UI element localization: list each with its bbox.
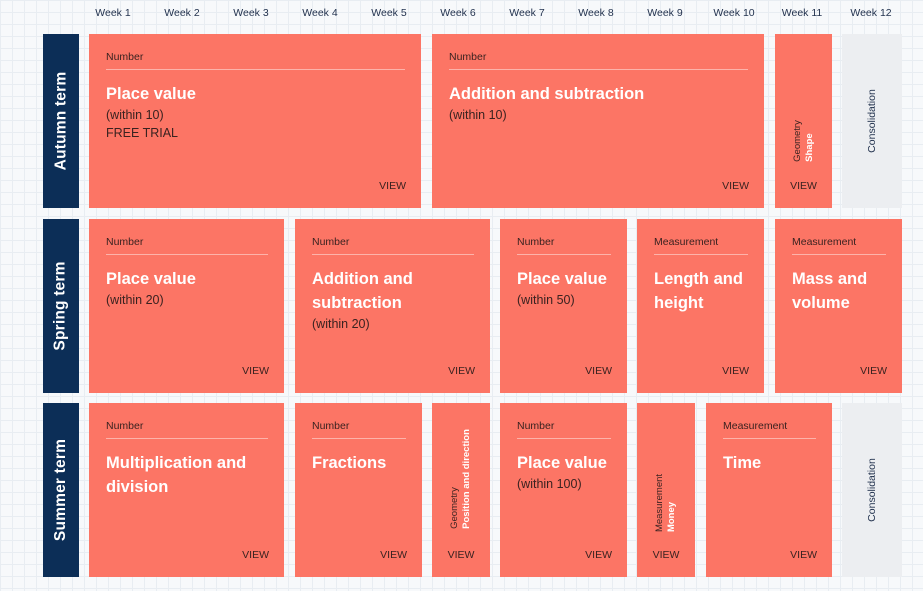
unit-subtitle: (within 20): [106, 293, 164, 307]
unit-category: Geometry: [449, 487, 460, 529]
unit-subtitle: (within 50): [517, 293, 575, 307]
view-link[interactable]: VIEW: [380, 549, 407, 561]
unit-category: Measurement: [723, 420, 816, 439]
unit-card-position-direction[interactable]: Geometry Position and direction VIEW: [432, 403, 490, 577]
unit-category: Measurement: [792, 236, 886, 255]
term-label-autumn: Autumn term: [43, 34, 79, 208]
unit-title: Length and height: [654, 270, 743, 312]
unit-card-place-value-50[interactable]: Number Place value (within 50) VIEW: [500, 219, 627, 393]
unit-title: Addition and subtraction: [449, 85, 645, 103]
unit-subtitle: (within 100): [517, 477, 582, 491]
week-label: Week 1: [95, 7, 131, 19]
unit-title: Mass and volume: [792, 270, 868, 312]
view-link[interactable]: VIEW: [722, 365, 749, 377]
unit-category: Number: [449, 51, 748, 70]
unit-title: Shape: [803, 133, 815, 162]
view-link[interactable]: VIEW: [242, 365, 269, 377]
unit-title: Multiplication and division: [106, 454, 247, 496]
week-label: Week 12: [850, 7, 892, 19]
unit-title: Money: [666, 501, 677, 533]
consolidation-label: Consolidation: [866, 89, 878, 153]
view-link[interactable]: VIEW: [242, 549, 269, 561]
week-label: Week 11: [781, 7, 823, 19]
view-link[interactable]: VIEW: [379, 180, 406, 192]
unit-card-place-value-10[interactable]: Number Place value (within 10) FREE TRIA…: [89, 34, 421, 208]
unit-category: Measurement: [654, 473, 665, 533]
unit-category: Number: [517, 420, 611, 439]
unit-card-shape[interactable]: Geometry Shape VIEW: [775, 34, 832, 208]
unit-category: Number: [517, 236, 611, 255]
consolidation-block: Consolidation: [842, 34, 902, 208]
term-label-text: Summer term: [52, 438, 70, 542]
unit-card-place-value-100[interactable]: Number Place value (within 100) VIEW: [500, 403, 627, 577]
unit-category: Number: [106, 51, 405, 70]
unit-card-mass-volume[interactable]: Measurement Mass and volume VIEW: [775, 219, 902, 393]
week-label: Week 7: [509, 7, 545, 19]
unit-title: Place value: [517, 270, 607, 288]
unit-card-money[interactable]: Measurement Money VIEW: [637, 403, 695, 577]
unit-title: Fractions: [312, 454, 387, 472]
week-label: Week 3: [233, 7, 269, 19]
unit-vertical-text: Geometry Shape: [792, 120, 816, 162]
unit-title: Place value: [106, 270, 196, 288]
unit-title: Position and direction: [461, 429, 472, 529]
unit-category: Geometry: [791, 120, 803, 162]
unit-title: Place value: [106, 85, 196, 103]
unit-title: Addition and subtraction: [312, 270, 413, 312]
week-label: Week 10: [713, 7, 755, 19]
week-label: Week 2: [164, 7, 200, 19]
unit-subtitle: (within 20): [312, 317, 370, 331]
week-label: Week 5: [371, 7, 407, 19]
unit-category: Number: [312, 236, 474, 255]
unit-subtitle: (within 10): [449, 108, 507, 122]
unit-card-multiplication-division[interactable]: Number Multiplication and division VIEW: [89, 403, 284, 577]
consolidation-label: Consolidation: [866, 458, 878, 522]
unit-title: Place value: [517, 454, 607, 472]
week-label: Week 4: [302, 7, 338, 19]
view-link[interactable]: VIEW: [585, 549, 612, 561]
view-link[interactable]: VIEW: [790, 549, 817, 561]
view-link[interactable]: VIEW: [790, 180, 817, 192]
term-label-summer: Summer term: [43, 403, 79, 577]
term-label-text: Autumn term: [52, 71, 69, 171]
unit-card-time[interactable]: Measurement Time VIEW: [706, 403, 832, 577]
view-link[interactable]: VIEW: [585, 365, 612, 377]
term-label-text: Spring term: [52, 261, 69, 351]
unit-category: Measurement: [654, 236, 748, 255]
view-link[interactable]: VIEW: [652, 549, 680, 561]
unit-card-addition-subtraction-10[interactable]: Number Addition and subtraction (within …: [432, 34, 764, 208]
unit-vertical-text: Measurement Money: [654, 474, 678, 532]
week-label: Week 8: [578, 7, 614, 19]
view-link[interactable]: VIEW: [860, 365, 887, 377]
unit-category: Number: [106, 420, 268, 439]
view-link[interactable]: VIEW: [448, 365, 475, 377]
unit-category: Number: [106, 236, 268, 255]
unit-card-addition-subtraction-20[interactable]: Number Addition and subtraction (within …: [295, 219, 490, 393]
unit-vertical-text: Geometry Position and direction: [449, 429, 473, 529]
unit-card-fractions[interactable]: Number Fractions VIEW: [295, 403, 422, 577]
term-label-spring: Spring term: [43, 219, 79, 393]
unit-card-place-value-20[interactable]: Number Place value (within 20) VIEW: [89, 219, 284, 393]
free-trial-label: FREE TRIAL: [106, 126, 179, 140]
consolidation-block: Consolidation: [842, 403, 902, 577]
unit-category: Number: [312, 420, 406, 439]
week-label: Week 9: [647, 7, 683, 19]
view-link[interactable]: VIEW: [722, 180, 749, 192]
unit-card-length-height[interactable]: Measurement Length and height VIEW: [637, 219, 764, 393]
unit-subtitle: (within 10): [106, 108, 164, 122]
week-label: Week 6: [440, 7, 476, 19]
view-link[interactable]: VIEW: [447, 549, 475, 561]
unit-title: Time: [723, 454, 762, 472]
